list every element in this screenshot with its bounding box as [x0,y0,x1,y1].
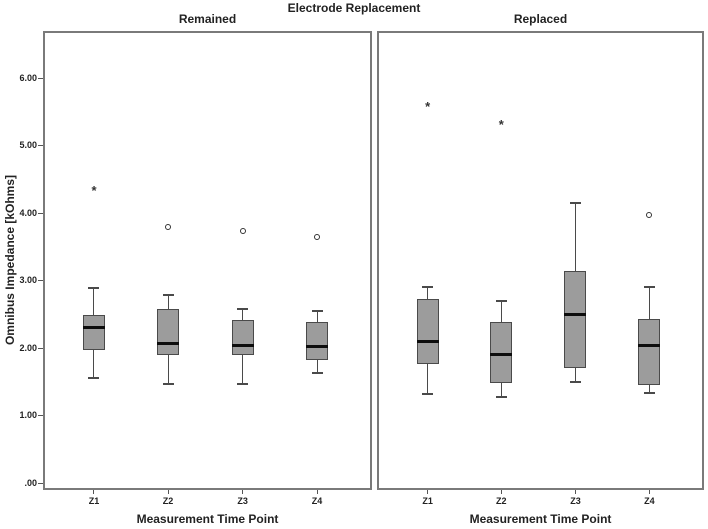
x-tick-mark [574,490,576,494]
x-tick-mark [93,490,95,494]
x-tick-mark [167,490,169,494]
whisker-cap [495,299,507,302]
box-Z4 [638,318,661,386]
x-tick-label-Z3: Z3 [237,496,248,506]
whisker-cap [422,392,434,395]
whisker-cap [495,396,507,399]
plot-area-replaced [377,31,704,490]
x-tick-mark [242,490,244,494]
x-tick-mark [316,490,318,494]
whisker-cap [311,371,323,374]
median-line [490,352,513,356]
whisker-cap [311,309,323,312]
x-axis-title-replaced: Measurement Time Point [469,512,612,526]
whisker-cap [88,377,100,380]
x-tick-label-Z4: Z4 [311,496,323,506]
y-tick-label: 1.00 [19,410,37,420]
box-Z3 [564,271,587,368]
box-Z2 [157,308,180,356]
x-axis-title-remained: Measurement Time Point [136,512,279,526]
box-Z4 [306,321,329,361]
median-line [82,325,105,329]
x-tick-mark [427,490,429,494]
x-tick-label-Z3: Z3 [570,496,581,506]
x-tick-label-Z2: Z2 [495,496,507,506]
x-tick-label-Z1: Z1 [422,496,433,506]
x-tick-mark [500,490,502,494]
x-tick-label-Z1: Z1 [88,496,100,506]
outlier-circle [646,212,653,219]
y-tick-mark [38,77,43,79]
y-tick-mark [38,415,43,416]
outlier-asterisk: * [91,183,97,199]
box-Z1 [416,298,439,365]
chart-title: Electrode Replacement [287,1,421,15]
median-line [416,339,439,343]
whisker-cap [162,293,174,296]
median-line [157,341,180,345]
whisker-cap [237,307,249,310]
box-Z3 [231,319,254,356]
outlier-circle [165,224,172,231]
median-line [231,343,254,347]
whisker-cap [643,285,655,288]
y-tick-mark [38,280,43,281]
x-tick-label-Z2: Z2 [162,496,174,506]
whisker-cap [643,391,655,394]
median-line [306,345,329,349]
whisker-cap [569,201,581,204]
y-tick-mark [38,145,43,146]
box-Z1 [82,314,105,351]
y-tick-label: .00 [24,477,37,488]
y-tick-mark [38,347,43,349]
outlier-asterisk: * [498,117,504,133]
whisker-cap [162,382,174,385]
x-tick-label-Z4: Z4 [644,496,655,506]
y-tick-label: 5.00 [19,140,37,150]
plot-area-remained [43,31,372,490]
y-tick-label: 6.00 [19,72,37,83]
y-tick-mark [38,212,43,214]
median-line [564,312,587,316]
whisker-cap [88,286,100,289]
whisker-cap [237,383,249,386]
y-tick-label: 4.00 [19,207,37,218]
outlier-circle [239,228,246,235]
whisker-cap [422,286,434,289]
outlier-circle [314,233,321,240]
y-tick-label: 2.00 [19,342,37,353]
x-tick-mark [648,490,650,494]
panel-header-replaced: Replaced [513,12,568,26]
panel-header-remained: Remained [178,12,237,26]
y-tick-mark [38,482,43,484]
whisker-cap [569,381,581,384]
median-line [638,344,661,348]
y-tick-label: 3.00 [19,275,37,285]
outlier-asterisk: * [425,99,431,114]
